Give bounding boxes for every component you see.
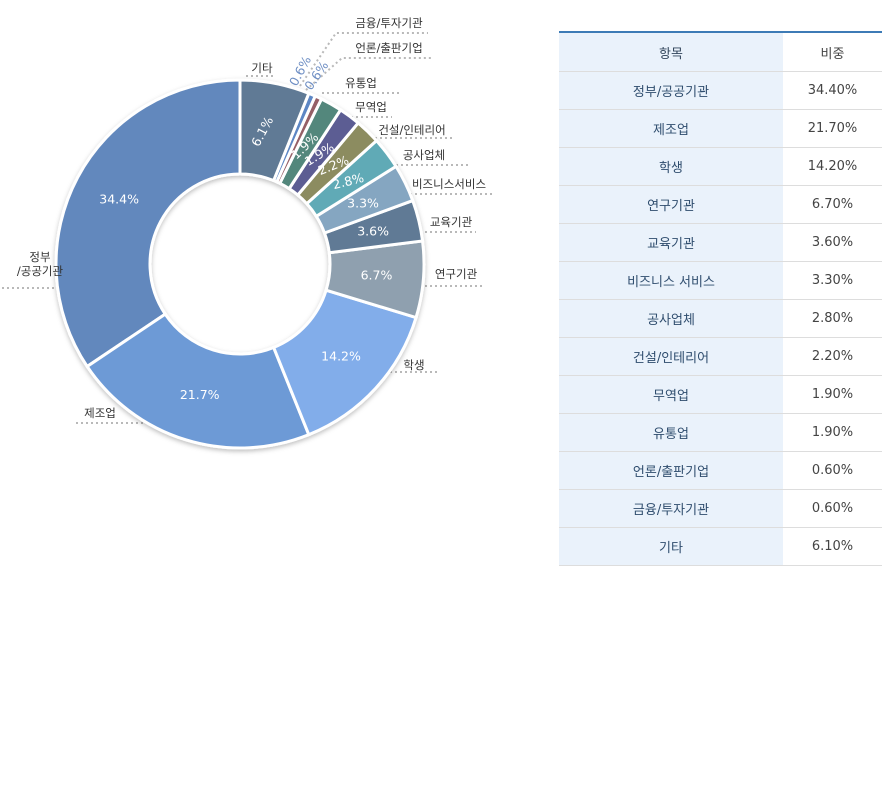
donut-slice bbox=[54, 78, 242, 369]
cell-category: 금융/투자기관 bbox=[559, 489, 783, 528]
table-header-row: 항목 비중 bbox=[559, 31, 882, 72]
donut-chart-svg: 34.4%21.7%14.2%6.7%3.6%3.3%2.8%2.2%1.9%1… bbox=[2, 16, 492, 450]
slice-value-label: 3.6% bbox=[357, 224, 389, 239]
share-table: 항목 비중 정부/공공기관 34.40% 제조업 21.70% 학생 14.20% 연구기관… bbox=[559, 31, 882, 566]
table-row: 연구기관 6.70% bbox=[559, 185, 882, 224]
table-row: 교육기관 3.60% bbox=[559, 223, 882, 262]
category-label: 학생 bbox=[403, 358, 424, 372]
cell-category: 기타 bbox=[559, 527, 783, 566]
donut-chart: 34.4% 21.7% 14.2% 6.7% 3.6% 3.3% 2.8% 2.2% 1.9% 1… bbox=[0, 0, 540, 470]
cell-share: 0.60% bbox=[783, 489, 882, 528]
table-row: 학생 14.20% bbox=[559, 147, 882, 186]
cell-category: 건설/인테리어 bbox=[559, 337, 783, 376]
cell-share: 6.70% bbox=[783, 185, 882, 224]
category-label: 연구기관 bbox=[435, 267, 478, 281]
cell-share: 2.20% bbox=[783, 337, 882, 376]
category-label: 유통업 bbox=[345, 76, 377, 90]
cell-category: 연구기관 bbox=[559, 185, 783, 224]
header-share: 비중 bbox=[783, 31, 882, 72]
slice-value-label: 21.7% bbox=[180, 387, 220, 402]
category-label: 제조업 bbox=[84, 406, 116, 420]
slice-value-label: 34.4% bbox=[99, 192, 139, 207]
table-row: 제조업 21.70% bbox=[559, 109, 882, 148]
cell-category: 공사업체 bbox=[559, 299, 783, 338]
table-row: 공사업체 2.80% bbox=[559, 299, 882, 338]
table-row: 기타 6.10% bbox=[559, 527, 882, 566]
cell-category: 무역업 bbox=[559, 375, 783, 414]
slice-value-label: 14.2% bbox=[321, 349, 361, 364]
slices-group bbox=[54, 78, 426, 450]
slice-value-label: 2.8% bbox=[331, 170, 366, 192]
cell-category: 유통업 bbox=[559, 413, 783, 452]
cell-category: 언론/출판기업 bbox=[559, 451, 783, 490]
category-label: 교육기관 bbox=[430, 215, 473, 229]
cell-share: 1.90% bbox=[783, 375, 882, 414]
cell-category: 정부/공공기관 bbox=[559, 71, 783, 110]
donut-slice bbox=[85, 312, 311, 450]
category-label: 건설/인테리어 bbox=[378, 123, 445, 137]
slice-value-label: 6.7% bbox=[361, 268, 393, 283]
category-label: 기타 bbox=[251, 61, 273, 75]
cell-share: 0.60% bbox=[783, 451, 882, 490]
cell-category: 교육기관 bbox=[559, 223, 783, 262]
table-row: 무역업 1.90% bbox=[559, 375, 882, 414]
leader-line bbox=[305, 57, 432, 91]
cell-share: 14.20% bbox=[783, 147, 882, 186]
cell-share: 3.60% bbox=[783, 223, 882, 262]
table-row: 비즈니스 서비스 3.30% bbox=[559, 261, 882, 300]
category-label: 비즈니스서비스 bbox=[412, 177, 486, 191]
table-row: 유통업 1.90% bbox=[559, 413, 882, 452]
table-row: 금융/투자기관 0.60% bbox=[559, 489, 882, 528]
cell-share: 6.10% bbox=[783, 527, 882, 566]
table-row: 건설/인테리어 2.20% bbox=[559, 337, 882, 376]
header-category: 항목 bbox=[559, 31, 783, 72]
cell-share: 3.30% bbox=[783, 261, 882, 300]
category-label: 공사업체 bbox=[403, 148, 445, 162]
slice-value-label: 3.3% bbox=[347, 196, 379, 211]
leader-line bbox=[299, 32, 428, 87]
cell-share: 1.90% bbox=[783, 413, 882, 452]
cell-category: 학생 bbox=[559, 147, 783, 186]
donut-slice bbox=[238, 78, 311, 183]
table-row: 언론/출판기업 0.60% bbox=[559, 451, 882, 490]
cell-share: 21.70% bbox=[783, 109, 882, 148]
category-label: 언론/출판기업 bbox=[355, 41, 422, 55]
cell-category: 비즈니스 서비스 bbox=[559, 261, 783, 300]
category-label: 금융/투자기관 bbox=[355, 16, 423, 30]
cell-share: 34.40% bbox=[783, 71, 882, 110]
category-label: 무역업 bbox=[355, 100, 387, 114]
category-label: 정부/공공기관 bbox=[17, 250, 64, 278]
table-row: 정부/공공기관 34.40% bbox=[559, 71, 882, 110]
cell-share: 2.80% bbox=[783, 299, 882, 338]
cell-category: 제조업 bbox=[559, 109, 783, 148]
